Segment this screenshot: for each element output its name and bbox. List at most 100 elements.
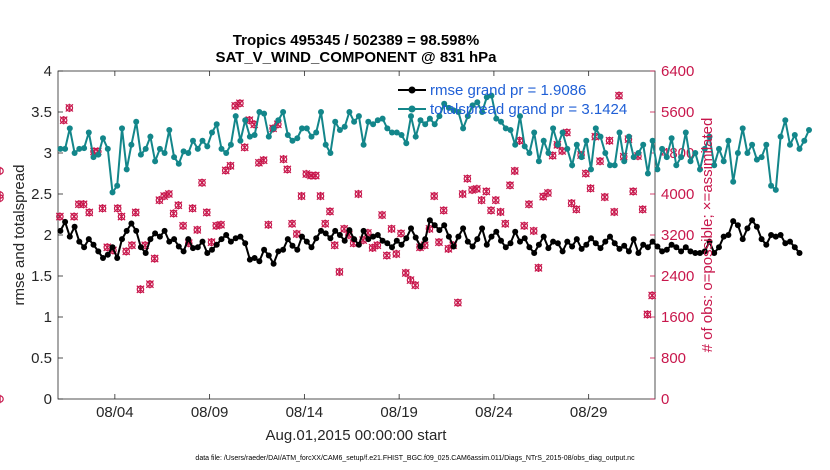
rmse-point — [616, 245, 623, 252]
legend-spread-marker — [408, 105, 416, 113]
rmse-point — [450, 243, 457, 250]
obs-point — [226, 161, 235, 171]
spread-point — [265, 133, 272, 140]
spread-point — [550, 125, 557, 132]
obs-point — [586, 184, 595, 193]
spread-point — [237, 137, 244, 144]
spread-point — [299, 125, 305, 132]
rmse-point — [678, 248, 685, 255]
obs-point — [235, 99, 244, 108]
rmse-point — [119, 236, 125, 243]
x-tick-label: 08/09 — [191, 404, 229, 421]
rmse-point — [95, 248, 102, 255]
obs-point — [174, 201, 183, 210]
spread-point — [483, 94, 490, 101]
rmse-point — [607, 233, 613, 240]
spread-point — [190, 137, 196, 144]
y-right-tick-label: 2400 — [661, 268, 694, 285]
obs-point — [453, 298, 462, 307]
spread-point — [730, 178, 737, 185]
rmse-point — [554, 240, 561, 247]
obs-point — [136, 285, 145, 294]
rmse-point — [171, 236, 178, 243]
spread-point — [62, 145, 69, 152]
rmse-point — [791, 244, 798, 251]
spread-point — [199, 137, 206, 144]
rmse-point — [772, 233, 779, 240]
spread-point — [408, 113, 414, 120]
rmse-point — [351, 236, 358, 243]
spread-point — [753, 156, 760, 163]
rmse-point — [540, 233, 547, 240]
spread-point — [242, 117, 249, 124]
spread-point — [123, 166, 130, 173]
rmse-point — [716, 244, 722, 251]
spread-point — [351, 118, 358, 125]
spread-point — [782, 117, 789, 124]
obs-point — [330, 241, 339, 250]
spread-point — [379, 115, 386, 122]
obs-point — [279, 154, 288, 164]
obs-point — [321, 219, 330, 228]
obs-point — [302, 169, 311, 179]
spread-point — [502, 125, 509, 132]
y-right-tick-label: 4000 — [661, 186, 694, 203]
spread-point — [464, 113, 471, 120]
spread-point — [469, 102, 476, 109]
rmse-point — [483, 241, 490, 248]
spread-point — [114, 182, 121, 189]
spread-point — [716, 145, 722, 152]
spread-point — [147, 133, 154, 140]
legend-spread-label: totalspread grand pr = 3.1424 — [430, 101, 627, 118]
rmse-point — [280, 246, 287, 253]
obs-point — [397, 229, 406, 238]
spread-point — [294, 135, 301, 142]
rmse-point — [630, 236, 637, 243]
rmse-point — [611, 240, 618, 247]
rmse-point — [763, 241, 770, 248]
spread-point — [223, 150, 230, 156]
spread-point — [370, 121, 377, 128]
obs-point — [605, 136, 614, 145]
rmse-point — [412, 234, 419, 241]
rmse-point — [739, 236, 746, 243]
data-file-footer: data file: /Users/raeder/DAI/ATM_forcXX/… — [195, 455, 635, 462]
spread-point — [607, 162, 613, 169]
spread-point — [336, 127, 343, 133]
obs-point — [131, 208, 140, 217]
spread-point — [625, 133, 632, 140]
rmse-point — [531, 250, 538, 256]
obs-point — [0, 193, 4, 203]
rmse-point — [299, 233, 305, 240]
spread-point — [227, 141, 234, 148]
legend: rmse grand pr = 1.9086 totalspread grand… — [398, 82, 627, 118]
rmse-point — [355, 241, 362, 248]
spread-point — [393, 129, 400, 136]
rmse-point — [237, 233, 244, 240]
rmse-point — [526, 244, 533, 251]
spread-point — [403, 140, 410, 147]
rmse-point — [166, 238, 173, 245]
spread-point — [739, 125, 746, 132]
obs-point — [335, 267, 344, 277]
spread-point — [554, 141, 561, 148]
rmse-point — [242, 240, 249, 247]
y-right-tick-label: 1600 — [661, 309, 694, 326]
rmse-point — [588, 235, 594, 242]
obs-point — [55, 212, 64, 221]
spread-point — [701, 145, 708, 152]
spread-point — [488, 92, 495, 99]
rmse-point — [749, 217, 756, 224]
spread-point — [355, 113, 362, 120]
obs-point — [378, 210, 387, 220]
chart-title: Tropics 495345 / 502389 = 98.598% — [233, 32, 479, 49]
rmse-point — [659, 248, 666, 255]
rmse-point — [389, 244, 395, 251]
spread-point — [133, 118, 140, 125]
spread-point — [213, 121, 220, 128]
spread-point — [531, 129, 538, 136]
spread-point — [659, 145, 666, 152]
spread-point — [166, 127, 173, 133]
spread-point — [588, 166, 594, 173]
rmse-point — [109, 244, 116, 251]
